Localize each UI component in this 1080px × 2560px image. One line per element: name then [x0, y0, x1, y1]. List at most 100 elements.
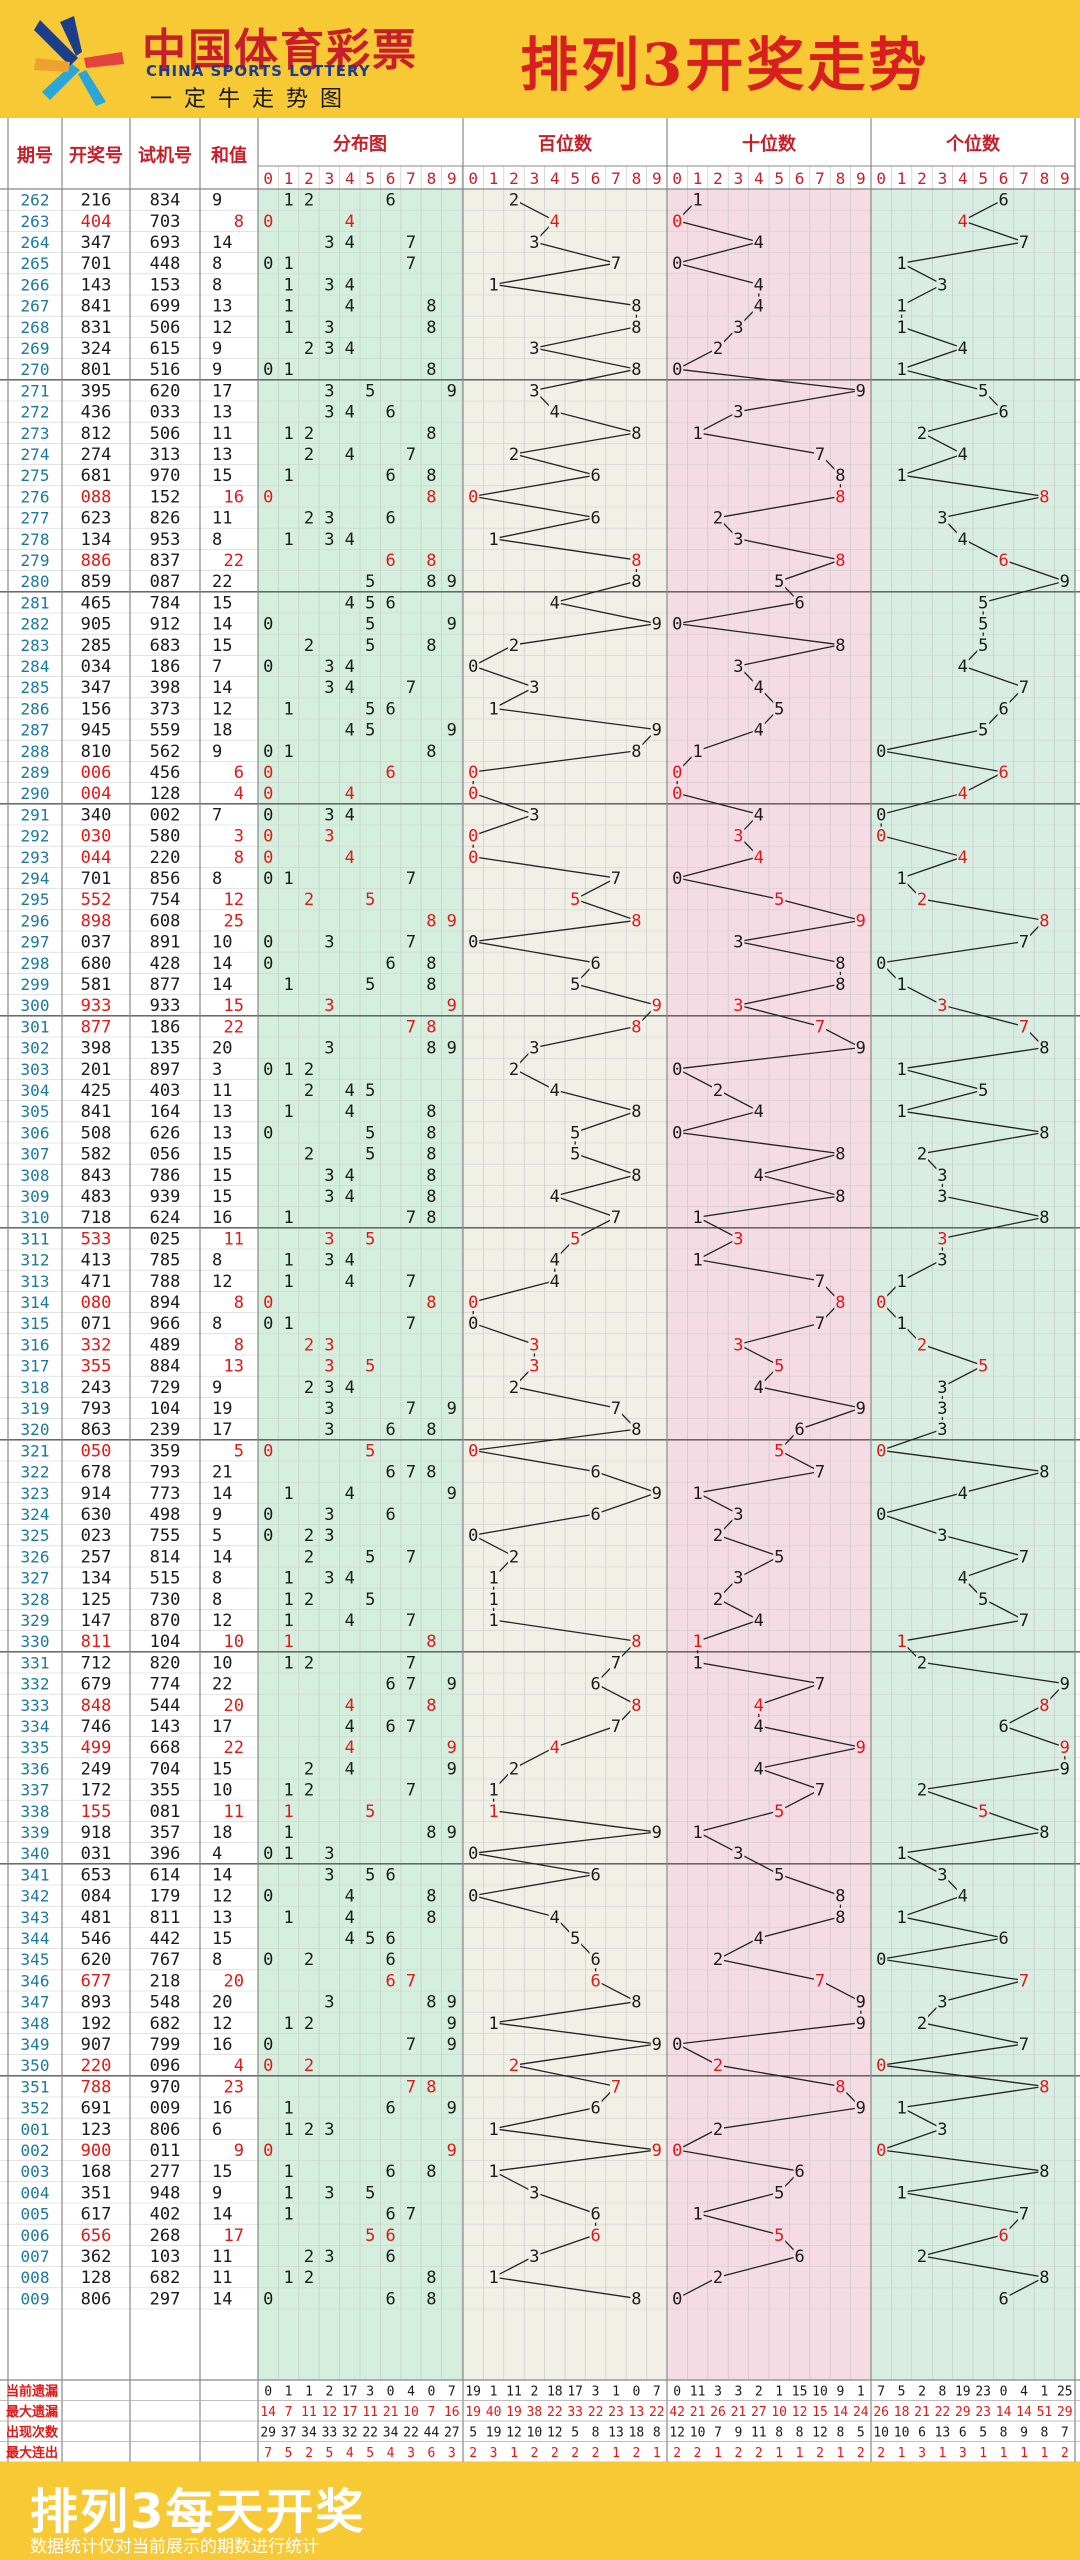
dist-digit: 7 — [406, 678, 416, 698]
trend-point: 3 — [733, 933, 743, 953]
trend-point-bg — [467, 487, 480, 506]
stats-value: 1 — [857, 2384, 865, 2399]
period-cell: 344 — [21, 1929, 50, 1948]
sum-cell: 9 — [212, 191, 222, 211]
trend-point-bg — [691, 1208, 704, 1227]
trend-point-bg — [528, 381, 541, 400]
trend-point-bg — [854, 1992, 867, 2011]
dist-digit: 8 — [426, 1823, 436, 1843]
trend-point: 8 — [835, 466, 845, 486]
trend-point: 8 — [1039, 2077, 1049, 2097]
trend-point: 1 — [692, 1208, 702, 1228]
dist-digit: 4 — [345, 848, 355, 868]
trend-point: 3 — [937, 1378, 947, 1398]
trend-point: 4 — [550, 1908, 560, 1928]
trial-cell: 153 — [150, 275, 181, 295]
dist-digit: 5 — [365, 636, 375, 656]
trend-point: 0 — [468, 784, 478, 804]
trend-point: 6 — [590, 1865, 600, 1885]
stats-value: 8 — [653, 2425, 661, 2440]
trial-cell: 548 — [150, 1993, 181, 2013]
trend-point-bg — [732, 932, 745, 951]
stats-value: 1 — [1040, 2446, 1048, 2461]
trend-point-bg — [773, 1801, 786, 1820]
trend-point-bg — [528, 2183, 541, 2202]
stats-value: 10 — [403, 2405, 419, 2420]
trend-point: 3 — [529, 1357, 539, 1377]
period-cell: 272 — [21, 403, 50, 422]
trend-point-bg — [508, 2056, 520, 2075]
stats-value: 7 — [285, 2405, 293, 2420]
trend-point: 3 — [529, 1335, 539, 1355]
header-digit: 6 — [386, 169, 396, 188]
trend-point: 2 — [713, 1526, 723, 1546]
trend-point-bg — [650, 614, 663, 633]
dist-digit: 7 — [406, 233, 416, 253]
sum-cell: 11 — [212, 2247, 232, 2267]
trend-point: 8 — [631, 2289, 641, 2309]
trial-cell: 506 — [150, 318, 181, 338]
trend-point-bg — [875, 826, 888, 845]
trend-point-bg — [956, 1483, 969, 1502]
trend-point: 3 — [937, 1399, 947, 1419]
trend-point-bg — [508, 190, 520, 209]
draw-cell: 134 — [81, 530, 112, 550]
dist-digit: 5 — [365, 1357, 375, 1377]
trend-point: 1 — [896, 360, 906, 380]
stats-value: 33 — [322, 2425, 338, 2440]
dist-digit: 3 — [324, 1166, 334, 1186]
dist-digit: 9 — [447, 1759, 457, 1779]
period-cell: 289 — [21, 763, 50, 782]
dist-digit: 7 — [406, 1463, 416, 1483]
trend-point-bg — [610, 254, 622, 273]
trend-point: 5 — [774, 1802, 784, 1822]
period-cell: 322 — [21, 1463, 50, 1482]
trend-point-bg — [834, 466, 847, 485]
period-cell: 299 — [21, 975, 50, 994]
dist-digit: 9 — [447, 911, 457, 931]
trend-point-bg — [1058, 1738, 1071, 1757]
trend-point: 8 — [1039, 1208, 1049, 1228]
dist-digit: 0 — [263, 1950, 273, 1970]
trend-point: 7 — [1019, 1547, 1029, 1567]
draw-cell: 831 — [81, 318, 112, 338]
stats-value: 22 — [547, 2405, 563, 2420]
stats-value: 9 — [836, 2384, 844, 2399]
stats-label: 最大连出 — [6, 2445, 58, 2461]
stats-value: 17 — [342, 2405, 358, 2420]
stats-value: 17 — [342, 2384, 358, 2399]
stats-value: 19 — [465, 2405, 481, 2420]
trend-point: 4 — [958, 339, 968, 359]
dist-digit: 4 — [345, 1102, 355, 1122]
trend-point: 8 — [835, 1187, 845, 1207]
dist-digit: 6 — [385, 1717, 395, 1737]
page-title: 排列3开奖走势 — [520, 31, 930, 99]
trend-point-bg — [528, 339, 541, 357]
dist-digit: 8 — [426, 911, 436, 931]
draw-cell: 355 — [81, 1357, 112, 1377]
stats-value: 2 — [755, 2446, 763, 2461]
trend-point: 7 — [611, 1653, 621, 1673]
dist-digit: 1 — [283, 254, 293, 274]
sum-cell: 25 — [224, 911, 244, 931]
trend-point: 1 — [692, 1653, 702, 1673]
dist-digit: 3 — [324, 1357, 334, 1377]
stats-value: 2 — [571, 2446, 579, 2461]
dist-digit: 8 — [426, 1166, 436, 1186]
dist-digit: 6 — [385, 699, 395, 719]
stats-value: 22 — [588, 2405, 604, 2420]
header-digit: 5 — [978, 169, 988, 188]
draw-cell: 508 — [81, 1123, 112, 1143]
trend-line — [471, 199, 659, 2300]
trend-point: 7 — [815, 1272, 825, 1292]
trend-point-bg — [671, 1123, 684, 1142]
stats-value: 10 — [527, 2425, 543, 2440]
period-cell: 323 — [21, 1484, 50, 1503]
stats-value: 22 — [649, 2405, 665, 2420]
dist-digit: 3 — [324, 657, 334, 677]
period-cell: 271 — [21, 381, 50, 400]
trend-point-bg — [895, 2183, 908, 2202]
trend-point-bg — [773, 572, 786, 591]
draw-cell: 332 — [81, 1335, 112, 1355]
draw-cell: 788 — [81, 2077, 112, 2097]
